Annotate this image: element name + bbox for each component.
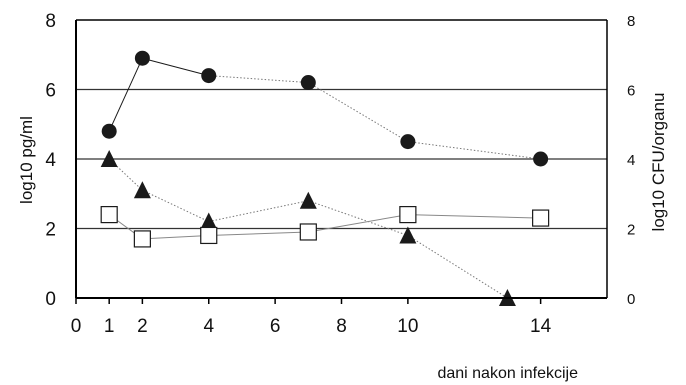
tick-labels: 0 1 2 4 6 8 10 14 0 2 4 6 8 0 2 4 6 8 xyxy=(45,11,635,337)
x-tick-label: 1 xyxy=(104,316,115,337)
x-tick-label: 8 xyxy=(336,316,347,337)
data-point-circle xyxy=(400,134,416,150)
series-1-segment xyxy=(407,141,541,160)
series-3-segment xyxy=(407,214,541,219)
data-point-triangle xyxy=(200,212,218,230)
series-1-segment xyxy=(308,82,409,143)
data-point-circle xyxy=(134,50,150,66)
x-tick-label: 2 xyxy=(137,316,148,337)
series-3-segment xyxy=(308,214,408,233)
series-1-segment xyxy=(142,57,209,77)
y-left-tick-label: 4 xyxy=(45,150,56,171)
y-right-tick-label: 2 xyxy=(627,222,635,239)
data-point-triangle xyxy=(399,226,417,244)
marker-layer xyxy=(100,50,550,306)
x-tick-label: 0 xyxy=(71,316,82,337)
grid-lines xyxy=(76,88,607,230)
x-tick-label: 4 xyxy=(203,316,214,337)
y-right-tick-label: 0 xyxy=(627,291,635,308)
x-tick-label: 10 xyxy=(397,316,418,337)
y-right-tick-label: 8 xyxy=(627,13,635,30)
data-point-square xyxy=(532,209,550,227)
data-point-triangle xyxy=(299,191,317,209)
y-axis-right-title: log10 CFU/organu xyxy=(649,93,668,232)
series-layer xyxy=(108,57,541,299)
data-point-triangle xyxy=(133,181,151,199)
data-point-circle xyxy=(533,151,549,167)
series-2-segment xyxy=(208,200,309,223)
data-point-square xyxy=(399,206,417,224)
y-axis-left-title: log10 pg/ml xyxy=(17,116,36,204)
data-point-circle xyxy=(201,68,217,84)
y-right-tick-label: 4 xyxy=(627,152,635,169)
series-2-segment xyxy=(142,189,209,223)
series-2-segment xyxy=(407,235,508,299)
data-point-circle xyxy=(300,75,316,91)
x-tick-label: 14 xyxy=(530,316,552,337)
data-point-square xyxy=(100,206,118,224)
y-left-tick-label: 0 xyxy=(45,289,56,310)
data-point-square xyxy=(200,226,218,245)
y-right-tick-label: 6 xyxy=(627,83,635,100)
series-2-segment xyxy=(308,200,409,236)
y-left-tick-label: 6 xyxy=(45,81,56,102)
data-point-square xyxy=(133,230,151,248)
series-1-segment xyxy=(208,75,309,84)
x-axis-title: dani nakon infekcije xyxy=(437,365,578,382)
x-tick-label: 6 xyxy=(270,316,281,337)
data-point-circle xyxy=(101,123,117,139)
data-point-square xyxy=(299,223,317,241)
series-3-segment xyxy=(142,234,209,240)
series-3-segment xyxy=(208,231,309,236)
data-point-triangle xyxy=(100,150,118,167)
series-1-segment xyxy=(108,58,143,132)
y-left-tick-label: 2 xyxy=(45,220,56,241)
y-left-tick-label: 8 xyxy=(45,11,56,32)
